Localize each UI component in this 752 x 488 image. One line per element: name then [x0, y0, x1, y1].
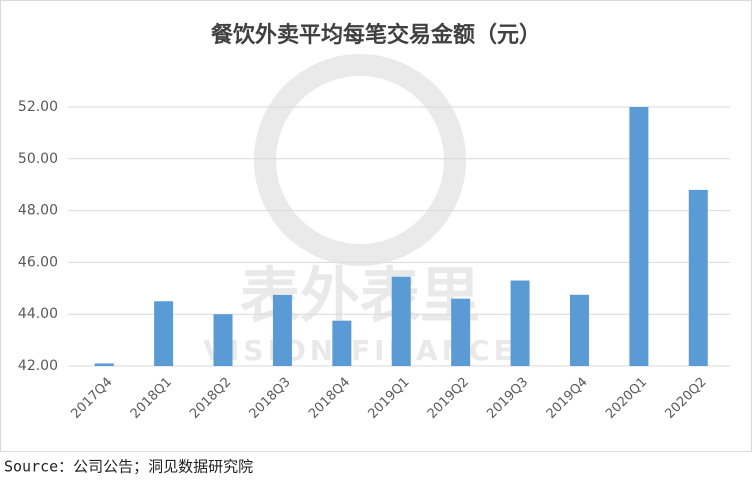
y-tick-label: 50.00 [18, 151, 58, 167]
bar [510, 280, 530, 366]
watermark-logo [254, 54, 466, 266]
bar [629, 107, 649, 366]
bar [272, 294, 292, 366]
bar [213, 314, 233, 366]
bar [451, 298, 471, 366]
bar [569, 294, 589, 366]
y-tick-label: 48.00 [18, 203, 58, 219]
y-tick-label: 46.00 [18, 254, 58, 270]
bar [94, 363, 114, 366]
y-tick-label: 42.00 [18, 358, 58, 374]
y-tick-label: 52.00 [18, 99, 58, 115]
bar [391, 276, 411, 366]
y-tick-label: 44.00 [18, 306, 58, 322]
source-note: Source：公司公告；洞见数据研究院 [4, 458, 253, 476]
chart-title: 餐饮外卖平均每笔交易金额（元） [211, 22, 541, 48]
bar [332, 320, 352, 366]
chart-frame [0, 0, 752, 452]
bar [154, 301, 174, 366]
bar [688, 189, 708, 366]
